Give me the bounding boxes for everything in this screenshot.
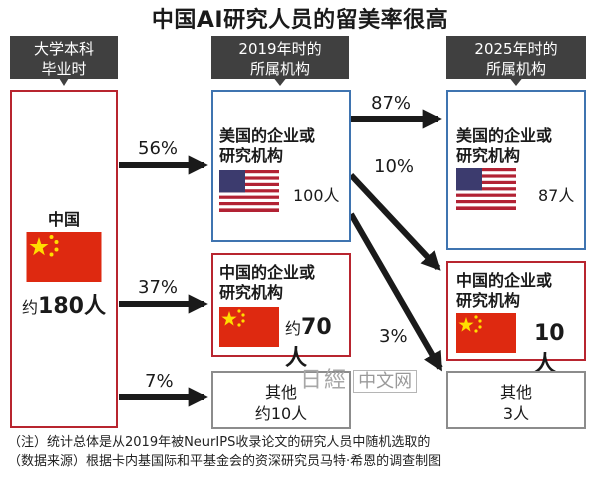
origin-china-box: 中国 约180人 bbox=[10, 90, 118, 428]
header-2025-line2: 所属机构 bbox=[485, 60, 546, 78]
pct-us-to-other: 3% bbox=[379, 326, 408, 347]
right-other-count: 3人 bbox=[502, 404, 530, 423]
pct-us-to-cn: 10% bbox=[374, 156, 415, 177]
mid-cn-count: 约70人 bbox=[285, 315, 349, 372]
watermark-box: 中文网 bbox=[353, 370, 418, 393]
mid-us-label-2: 研究机构 bbox=[219, 146, 284, 165]
pct-origin-to-cn: 37% bbox=[138, 277, 179, 298]
mid-cn-count-value: 70人 bbox=[285, 315, 332, 371]
mid-us-label-1: 美国的企业或 bbox=[219, 126, 316, 145]
right-us-label-1: 美国的企业或 bbox=[456, 126, 553, 145]
mid-us-box: 美国的企业或 研究机构 100人 bbox=[211, 90, 351, 242]
origin-count: 约180人 bbox=[12, 288, 116, 320]
watermark-logo: 日經 bbox=[300, 368, 349, 393]
mid-cn-box: 中国的企业或 研究机构 约70人 bbox=[211, 253, 351, 371]
pct-origin-to-us: 56% bbox=[138, 138, 179, 159]
right-other-label: 其他 bbox=[499, 383, 532, 402]
china-flag-icon bbox=[26, 232, 102, 282]
mid-cn-count-prefix: 约 bbox=[285, 319, 302, 338]
header-2019-line2: 所属机构 bbox=[249, 60, 310, 78]
right-cn-box: 中国的企业或 研究机构 10人 bbox=[446, 261, 586, 377]
right-us-count: 87人 bbox=[538, 186, 575, 205]
header-2019: 2019年时的 所属机构 bbox=[211, 36, 349, 86]
watermark: 日經 中文网 bbox=[300, 362, 418, 394]
origin-count-value: 180人 bbox=[38, 294, 106, 319]
header-2019-line1: 2019年时的 bbox=[238, 40, 322, 58]
mid-us-count: 100人 bbox=[293, 186, 340, 205]
mid-cn-label-1: 中国的企业或 bbox=[219, 263, 316, 282]
right-cn-label-2: 研究机构 bbox=[456, 291, 521, 310]
chart-title: 中国AI研究人员的留美率很高 bbox=[151, 8, 449, 33]
pct-us-to-us: 87% bbox=[371, 93, 412, 114]
arrow-us-to-cn bbox=[348, 172, 441, 271]
mid-other-box: 其他 约10人 bbox=[211, 371, 351, 429]
right-us-label-2: 研究机构 bbox=[456, 146, 521, 165]
origin-count-prefix: 约 bbox=[22, 298, 39, 317]
arrow-us-to-other bbox=[348, 212, 443, 372]
pct-origin-to-other: 7% bbox=[145, 371, 174, 392]
header-undergrad-line2: 毕业时 bbox=[41, 60, 87, 78]
mid-other-label: 其他 bbox=[264, 383, 297, 402]
note-line-2: （数据来源）根据卡内基国际和平基金会的资深研究员马特·希恩的调查制图 bbox=[8, 454, 442, 469]
mid-other-count: 约10人 bbox=[254, 404, 308, 423]
header-2025: 2025年时的 所属机构 bbox=[446, 36, 586, 86]
china-flag-icon bbox=[219, 307, 279, 347]
origin-country: 中国 bbox=[47, 210, 80, 229]
us-flag-icon bbox=[456, 168, 516, 210]
right-other-box: 其他 3人 bbox=[446, 371, 586, 429]
header-2025-line1: 2025年时的 bbox=[474, 40, 558, 58]
us-flag-icon bbox=[219, 170, 279, 212]
header-undergrad-line1: 大学本科 bbox=[33, 40, 94, 58]
right-cn-count: 10人 bbox=[534, 321, 565, 377]
right-cn-label-1: 中国的企业或 bbox=[456, 271, 553, 290]
china-flag-icon bbox=[456, 313, 516, 353]
note-line-1: （注）统计总体是从2019年被NeurIPS收录论文的研究人员中随机选取的 bbox=[8, 435, 431, 450]
right-us-box: 美国的企业或 研究机构 87人 bbox=[446, 90, 586, 250]
mid-cn-label-2: 研究机构 bbox=[219, 283, 284, 302]
header-undergrad: 大学本科 毕业时 bbox=[10, 36, 118, 86]
